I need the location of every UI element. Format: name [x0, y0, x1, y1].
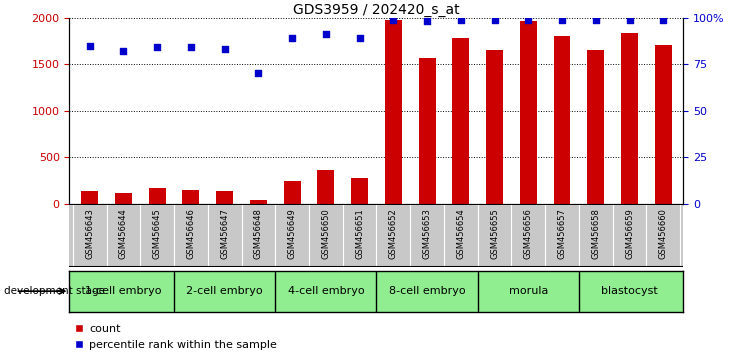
Text: GSM456654: GSM456654	[456, 209, 466, 259]
Text: GSM456644: GSM456644	[119, 209, 128, 259]
Text: GSM456659: GSM456659	[625, 209, 634, 259]
Bar	[553, 36, 570, 204]
Bar	[621, 33, 638, 204]
Point	[84, 43, 96, 48]
Legend: count, percentile rank within the sample: count, percentile rank within the sample	[75, 324, 277, 350]
Text: 4-cell embryo: 4-cell embryo	[287, 286, 364, 296]
Title: GDS3959 / 202420_s_at: GDS3959 / 202420_s_at	[293, 3, 460, 17]
Text: GSM456660: GSM456660	[659, 209, 667, 259]
Bar	[317, 170, 334, 204]
Bar	[250, 200, 267, 204]
Text: GSM456645: GSM456645	[153, 209, 162, 259]
Text: GSM456658: GSM456658	[591, 209, 600, 259]
Text: 1-cell embryo: 1-cell embryo	[86, 286, 162, 296]
Point	[118, 48, 129, 54]
Text: GSM456646: GSM456646	[186, 209, 195, 259]
Text: GSM456655: GSM456655	[490, 209, 499, 259]
Bar	[486, 50, 503, 204]
Point	[489, 17, 501, 22]
Text: blastocyst: blastocyst	[601, 286, 658, 296]
Text: morula: morula	[509, 286, 548, 296]
Point	[523, 17, 534, 22]
Point	[590, 17, 602, 22]
Text: 2-cell embryo: 2-cell embryo	[186, 286, 263, 296]
Text: GSM456647: GSM456647	[220, 209, 229, 259]
Bar	[351, 178, 368, 204]
Text: GSM456648: GSM456648	[254, 209, 263, 259]
Bar	[587, 50, 605, 204]
Bar	[520, 22, 537, 204]
Text: GSM456656: GSM456656	[524, 209, 533, 259]
Text: GSM456657: GSM456657	[558, 209, 567, 259]
Bar	[385, 19, 402, 204]
Text: GSM456643: GSM456643	[86, 209, 94, 259]
Point	[556, 17, 568, 22]
Bar	[419, 58, 436, 204]
Point	[287, 35, 298, 41]
Point	[219, 46, 230, 52]
Bar	[216, 190, 233, 204]
Bar	[81, 190, 98, 204]
Point	[185, 45, 197, 50]
Text: GSM456650: GSM456650	[322, 209, 330, 259]
Point	[657, 17, 669, 22]
Point	[151, 45, 163, 50]
Text: 8-cell embryo: 8-cell embryo	[389, 286, 466, 296]
Point	[252, 70, 264, 76]
Point	[320, 32, 332, 37]
Text: development stage: development stage	[4, 286, 105, 296]
Point	[624, 17, 635, 22]
Bar	[148, 188, 166, 204]
Point	[421, 18, 433, 24]
Bar	[115, 193, 132, 204]
Bar	[655, 45, 672, 204]
Bar	[452, 38, 469, 204]
Point	[387, 17, 399, 22]
Text: GSM456652: GSM456652	[389, 209, 398, 259]
Bar	[284, 181, 300, 204]
Bar	[183, 190, 200, 204]
Text: GSM456653: GSM456653	[423, 209, 431, 259]
Point	[354, 35, 366, 41]
Text: GSM456651: GSM456651	[355, 209, 364, 259]
Point	[455, 17, 466, 22]
Text: GSM456649: GSM456649	[287, 209, 297, 259]
